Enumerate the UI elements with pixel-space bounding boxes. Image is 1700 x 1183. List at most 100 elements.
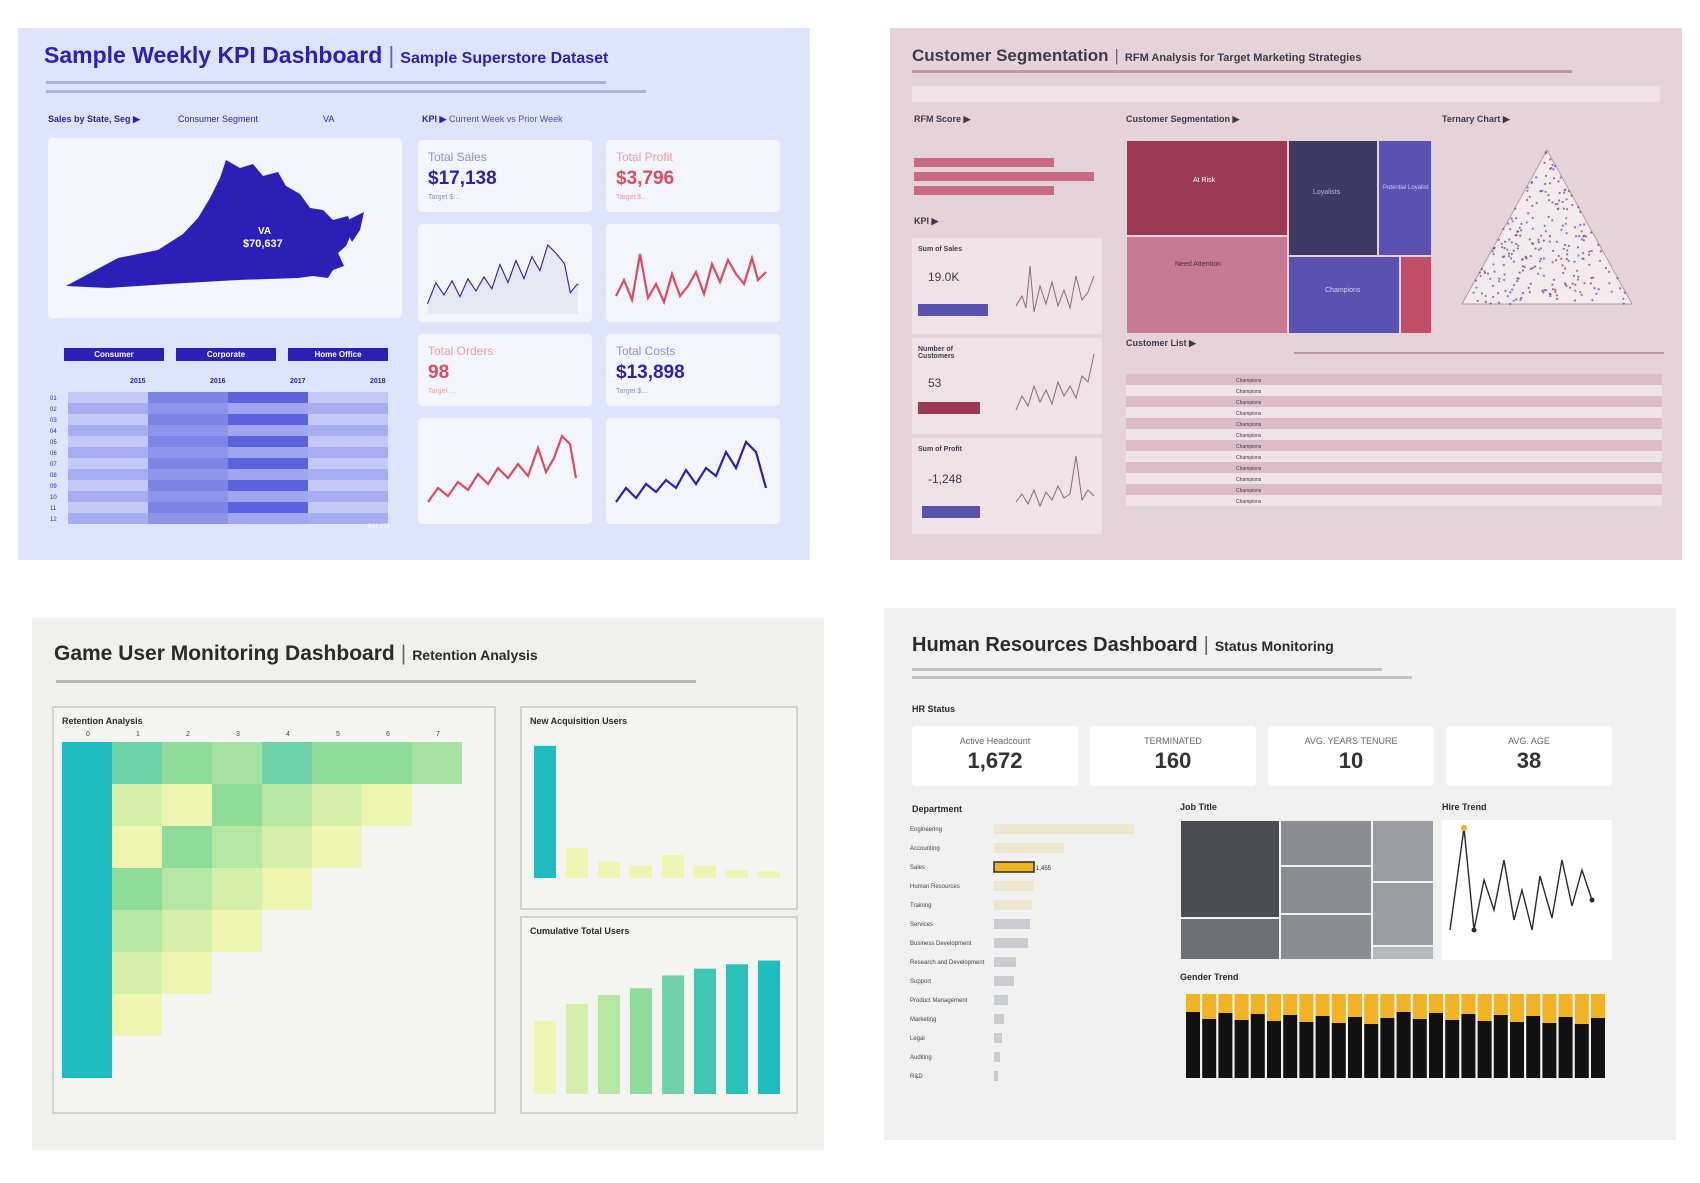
heatmap-cell [308, 447, 388, 458]
job-block-pre-sales[interactable] [1280, 866, 1372, 914]
hr-dashboard-title: Human Resources Dashboard | Status Monitor… [912, 634, 1334, 656]
ternary-point [1558, 199, 1561, 202]
heatmap-cell [68, 513, 148, 524]
job-block-customer-success[interactable] [1280, 820, 1372, 866]
hr-card-avg-tenure[interactable]: AVG. YEARS TENURE 10 [1268, 726, 1434, 786]
department-bar [994, 957, 1016, 967]
gender-trend-chart[interactable] [1180, 988, 1612, 1106]
heatmap-row-label: 02 [50, 407, 57, 413]
retention-cell [62, 910, 112, 952]
job-block-account-executive[interactable] [1180, 820, 1280, 918]
heatmap-cell [308, 425, 388, 436]
segment-button-corporate[interactable]: Corporate [176, 348, 276, 361]
department-bar [994, 1071, 998, 1081]
retention-cell [162, 910, 212, 952]
heatmap-row-label: 11 [50, 506, 57, 512]
job-block-relationship-manager[interactable] [1280, 914, 1372, 960]
gender-bar-female [1348, 994, 1362, 1017]
ternary-point [1513, 284, 1516, 287]
ternary-point [1489, 302, 1492, 305]
heatmap-cell [148, 513, 228, 524]
ternary-point [1622, 302, 1625, 305]
heatmap-grid[interactable]: 01 02 03 04 05 06 07 08 09 10 11 12 [48, 392, 402, 532]
treemap-block-potential-loyalist[interactable]: Potential Loyalist [1378, 140, 1432, 256]
kpi-card-total-sales[interactable]: Total Sales $17,138 Target $… [418, 140, 592, 212]
hr-card-avg-age[interactable]: AVG. AGE 38 [1446, 726, 1612, 786]
gender-bar-female [1526, 994, 1541, 1016]
kpi-sum-profit[interactable]: Sum of Profit -1,248 [912, 438, 1102, 534]
kpi-card-total-profit[interactable]: Total Profit $3,796 Target $… [606, 140, 780, 212]
kpi-number-customers[interactable]: Number of Customers 53 [912, 338, 1102, 434]
treemap-block-loyalists[interactable]: Loyalists [1288, 140, 1378, 256]
heatmap-cell [308, 513, 388, 524]
table-row [1126, 385, 1662, 396]
job-block-solutions-engineer[interactable] [1372, 820, 1434, 882]
cumulative-users-chart[interactable] [524, 938, 794, 1114]
ternary-point [1590, 276, 1593, 280]
department-highlight-value: 1,455 [1036, 866, 1052, 872]
department-bar [994, 824, 1134, 834]
retention-cell [62, 994, 112, 1036]
department-label: Accounting [910, 846, 940, 852]
ternary-point [1519, 298, 1522, 301]
retention-cell [112, 826, 162, 868]
job-block-solutions-engineer-manager[interactable] [1372, 882, 1434, 946]
ternary-point [1497, 280, 1501, 283]
retention-cell [62, 826, 112, 868]
orders-trend-card [418, 418, 592, 524]
hr-card-active-headcount[interactable]: Active Headcount 1,672 [912, 726, 1078, 786]
hr-description [912, 668, 1382, 671]
rfm-bar[interactable] [914, 186, 1054, 195]
ternary-point [1548, 235, 1551, 238]
ternary-point [1476, 299, 1479, 302]
ternary-point [1479, 274, 1482, 277]
ternary-point [1564, 222, 1567, 225]
kpi-card-total-orders[interactable]: Total Orders 98 Target … [418, 334, 592, 406]
kpi-card-total-costs[interactable]: Total Costs $13,898 Target $… [606, 334, 780, 406]
heatmap-cell [148, 392, 228, 403]
kpi-sum-sales[interactable]: Sum of Sales 19.0K [912, 238, 1102, 334]
ternary-chart[interactable] [1442, 132, 1652, 332]
treemap-block-need-attention[interactable]: Need Attention [1126, 236, 1288, 334]
ternary-point [1474, 279, 1477, 282]
customer-table[interactable]: Champions Champions Champions Champions Cham… [1126, 374, 1662, 514]
retention-heatmap[interactable]: 0 1 2 3 4 5 6 7 [60, 728, 490, 1108]
table-cell-segment: Champions [1236, 488, 1262, 494]
rfm-bar[interactable] [914, 158, 1054, 167]
department-bar-chart[interactable]: Engineering Accounting Sales Human Resource… [910, 818, 1170, 1118]
ternary-point [1493, 270, 1496, 273]
ternary-point [1525, 256, 1528, 259]
rfm-bar[interactable] [914, 172, 1094, 181]
treemap-block-champions[interactable]: Champions [1288, 256, 1400, 334]
gender-bar-female [1364, 994, 1379, 1024]
table-cell-segment: Champions [1236, 389, 1262, 395]
table-row [1126, 473, 1662, 484]
retention-col-label: 0 [86, 731, 90, 738]
treemap-block-small[interactable] [1400, 256, 1432, 334]
ternary-point [1571, 203, 1574, 207]
new-users-chart[interactable] [524, 728, 794, 908]
ternary-point [1554, 259, 1558, 262]
virginia-map[interactable] [48, 138, 402, 318]
gender-bar-male [1477, 1021, 1492, 1078]
segment-button-home-office[interactable]: Home Office [288, 348, 388, 361]
ternary-point [1509, 302, 1512, 306]
job-block-other[interactable] [1372, 946, 1434, 960]
customer-list-sliders[interactable] [1294, 352, 1664, 354]
segment-button-consumer[interactable]: Consumer [64, 348, 164, 361]
ternary-point [1582, 239, 1585, 242]
treemap-block-at-risk[interactable]: At Risk [1126, 140, 1288, 236]
cumulative-users-label: Cumulative Total Users [530, 926, 630, 936]
job-title-label: Job Title [1180, 802, 1217, 812]
hire-trend-line[interactable] [1442, 820, 1612, 960]
ternary-point [1557, 254, 1560, 257]
segment-filter-dropdown[interactable]: Consumer Segment [178, 114, 259, 124]
ternary-point [1554, 203, 1557, 206]
job-block-account-manager[interactable] [1180, 918, 1280, 960]
retention-cell [362, 784, 412, 826]
state-filter-dropdown[interactable]: VA [323, 114, 335, 124]
ternary-point [1531, 266, 1534, 269]
hr-card-terminated[interactable]: TERMINATED 160 [1090, 726, 1256, 786]
segmentation-filter-bar[interactable] [912, 86, 1660, 102]
retention-col-label: 1 [136, 731, 140, 738]
